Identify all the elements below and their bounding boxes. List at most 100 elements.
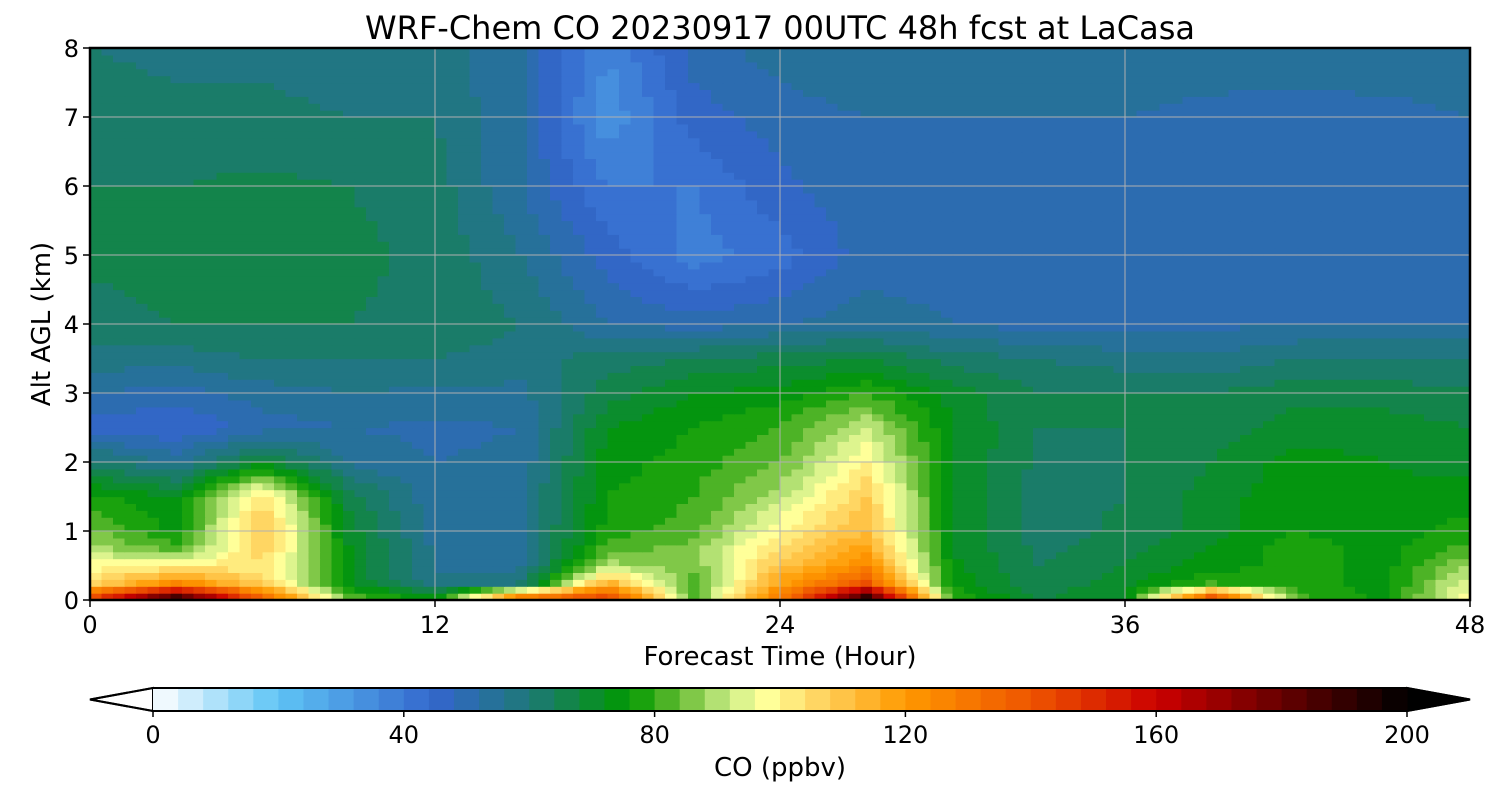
heatmap-cell	[1297, 324, 1310, 332]
heatmap-cell	[354, 503, 367, 511]
heatmap-cell	[665, 448, 678, 456]
heatmap-cell	[642, 317, 655, 325]
heatmap-cell	[849, 524, 862, 532]
heatmap-cell	[285, 496, 298, 504]
heatmap-cell	[872, 572, 885, 580]
heatmap-cell	[90, 531, 103, 539]
heatmap-cell	[665, 455, 678, 463]
heatmap-cell	[1067, 489, 1080, 498]
heatmap-cell	[239, 448, 252, 456]
heatmap-cell	[791, 462, 804, 470]
heatmap-cell	[1056, 455, 1069, 463]
heatmap-cell	[1447, 462, 1460, 470]
heatmap-cell	[906, 482, 919, 491]
heatmap-cell	[596, 558, 609, 567]
heatmap-cell	[320, 496, 333, 504]
heatmap-cell	[653, 524, 666, 532]
heatmap-cell	[860, 441, 873, 449]
heatmap-cell	[1136, 558, 1149, 567]
heatmap-cell	[366, 468, 379, 477]
heatmap-cell	[228, 358, 241, 366]
heatmap-cell	[1228, 434, 1241, 442]
heatmap-cell	[653, 455, 666, 463]
heatmap-cell	[1148, 531, 1161, 539]
heatmap-cell	[768, 351, 781, 360]
heatmap-cell	[354, 544, 367, 553]
heatmap-cell	[688, 468, 701, 477]
heatmap-cell	[630, 455, 643, 463]
heatmap-cell	[1021, 344, 1034, 353]
heatmap-cell	[228, 399, 241, 408]
heatmap-cell	[1171, 386, 1184, 394]
heatmap-cell	[550, 593, 563, 600]
heatmap-cell	[366, 344, 379, 353]
heatmap-cell	[1159, 489, 1172, 498]
heatmap-cell	[1159, 351, 1172, 360]
heatmap-cell	[320, 572, 333, 580]
heatmap-cell	[1378, 344, 1391, 353]
heatmap-cell	[918, 448, 931, 456]
heatmap-cell	[964, 399, 977, 408]
heatmap-cell	[941, 441, 954, 449]
heatmap-cell	[90, 462, 103, 470]
heatmap-cell	[849, 441, 862, 449]
heatmap-cell	[400, 468, 413, 477]
heatmap-cell	[860, 393, 873, 401]
heatmap-cell	[354, 537, 367, 546]
heatmap-cell	[952, 482, 965, 491]
heatmap-cell	[113, 413, 126, 422]
heatmap-cell	[860, 365, 873, 373]
heatmap-cell	[642, 399, 655, 408]
heatmap-cell	[159, 517, 172, 525]
heatmap-cell	[1125, 544, 1138, 553]
heatmap-cell	[814, 455, 827, 463]
heatmap-cell	[803, 406, 816, 415]
heatmap-cell	[941, 537, 954, 546]
heatmap-cell	[768, 455, 781, 463]
heatmap-cell	[147, 317, 160, 325]
heatmap-cell	[906, 455, 919, 463]
heatmap-cell	[734, 558, 747, 567]
heatmap-cell	[262, 475, 275, 484]
heatmap-cell	[1033, 324, 1046, 332]
heatmap-cell	[262, 386, 275, 394]
heatmap-cell	[1044, 441, 1057, 449]
heatmap-cell	[101, 572, 114, 580]
heatmap-cell	[987, 579, 1000, 587]
heatmap-cell	[1228, 551, 1241, 560]
heatmap-cell	[377, 586, 390, 594]
heatmap-cell	[630, 496, 643, 504]
heatmap-cell	[1090, 531, 1103, 539]
heatmap-cell	[1010, 365, 1023, 373]
heatmap-cell	[1332, 413, 1345, 422]
heatmap-cell	[228, 413, 241, 422]
heatmap-cell	[1240, 427, 1253, 435]
heatmap-cell	[435, 586, 448, 594]
heatmap-cell	[860, 537, 873, 546]
heatmap-cell	[826, 448, 839, 456]
heatmap-cell	[124, 544, 137, 553]
heatmap-cell	[538, 420, 551, 429]
heatmap-cell	[1447, 551, 1460, 560]
heatmap-cell	[1355, 434, 1368, 442]
heatmap-cell	[1297, 524, 1310, 532]
heatmap-cell	[745, 379, 758, 387]
heatmap-cell	[1320, 524, 1333, 532]
heatmap-cell	[619, 462, 632, 470]
heatmap-cell	[1217, 524, 1230, 532]
heatmap-cell	[343, 531, 356, 539]
heatmap-cell	[964, 386, 977, 394]
heatmap-cell	[1159, 337, 1172, 346]
heatmap-cell	[998, 524, 1011, 532]
heatmap-cell	[515, 531, 528, 539]
heatmap-cell	[205, 544, 218, 553]
heatmap-cell	[228, 531, 241, 539]
heatmap-cell	[1366, 565, 1379, 573]
heatmap-cell	[274, 489, 287, 498]
heatmap-cell	[1355, 537, 1368, 546]
heatmap-cell	[780, 455, 793, 463]
heatmap-cell	[400, 579, 413, 587]
heatmap-cell	[251, 317, 264, 325]
heatmap-cell	[1010, 496, 1023, 504]
heatmap-cell	[193, 503, 206, 511]
